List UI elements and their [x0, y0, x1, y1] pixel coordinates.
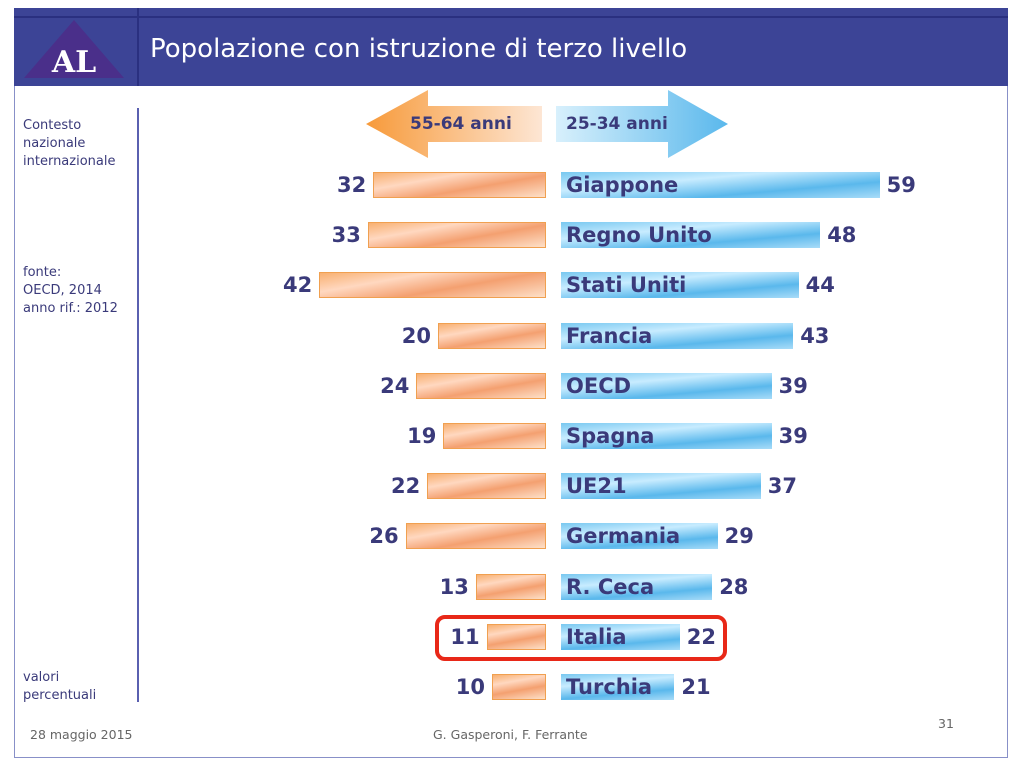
svg-text:AL: AL	[51, 45, 96, 80]
category-label: Stati Uniti	[566, 273, 687, 298]
value-right: 29	[724, 524, 754, 549]
highlight-box	[435, 615, 727, 661]
sidebar-text: percentuali	[23, 688, 97, 703]
arrow-left-icon	[366, 90, 542, 158]
category-label: Spagna	[566, 424, 655, 448]
value-left: 22	[390, 474, 421, 499]
category-label: Germania	[566, 524, 681, 549]
value-right: 28	[719, 574, 749, 599]
bar-right	[561, 573, 713, 600]
sidebar-units: valori percentuali	[23, 669, 96, 705]
bar-left	[475, 573, 546, 600]
bar-right	[561, 423, 772, 449]
al-logo: AL	[24, 20, 124, 80]
bar-right	[561, 272, 799, 299]
category-label: R. Ceca	[566, 574, 655, 599]
value-left: 32	[336, 173, 367, 197]
bar-left	[492, 674, 546, 700]
bar-left	[416, 372, 546, 399]
sidebar-text: valori	[23, 670, 60, 685]
category-label: Francia	[566, 323, 653, 348]
page-number: 31	[938, 716, 954, 731]
value-right: 21	[681, 675, 711, 699]
bar-left	[367, 222, 546, 249]
bar-right	[561, 172, 880, 198]
sidebar-text: internazionale	[23, 154, 116, 169]
bar-left	[405, 523, 546, 550]
value-right: 39	[778, 373, 808, 398]
category-label: UE21	[566, 474, 627, 499]
sidebar-text: Contesto	[23, 118, 82, 133]
page-title: Popolazione con istruzione di terzo live…	[150, 34, 688, 64]
sidebar-text: fonte:	[23, 265, 62, 280]
arrow-right-icon	[556, 90, 728, 158]
value-left: 20	[401, 323, 431, 348]
value-right: 37	[767, 474, 798, 499]
sidebar-divider	[137, 108, 139, 702]
footer-date: 28 maggio 2015	[30, 727, 133, 742]
sidebar-text: OECD, 2014	[23, 283, 102, 298]
bar-right	[561, 372, 772, 399]
bar-right	[561, 623, 680, 650]
value-right: 39	[778, 424, 808, 448]
legend-arrows	[366, 90, 728, 158]
bar-left	[438, 322, 546, 349]
value-right: 44	[805, 273, 835, 298]
category-label: Giappone	[566, 173, 679, 197]
value-right: 22	[686, 624, 717, 649]
value-right: 43	[800, 323, 830, 348]
sidebar-context: Contesto nazionale internazionale	[23, 117, 115, 171]
bar-right	[561, 322, 794, 349]
sidebar-text: anno rif.: 2012	[23, 301, 118, 316]
slide-header	[14, 8, 1008, 86]
bar-left	[373, 172, 546, 198]
legend-right-label: 25-34 anni	[566, 114, 668, 134]
value-left: 42	[282, 273, 313, 298]
bar-left	[486, 623, 546, 650]
sidebar-source: fonte: OECD, 2014 anno rif.: 2012	[23, 264, 118, 318]
value-left: 24	[380, 373, 410, 398]
value-left: 11	[450, 624, 480, 649]
bar-left	[443, 423, 546, 449]
category-label: Regno Unito	[566, 223, 712, 248]
bar-left	[427, 473, 546, 500]
bar-right	[561, 473, 761, 500]
header-separator	[137, 8, 139, 86]
header-line	[14, 16, 1008, 18]
category-label: Turchia	[566, 675, 653, 699]
legend-left-label: 55-64 anni	[410, 114, 512, 134]
value-left: 33	[331, 223, 361, 248]
bar-right	[561, 222, 821, 249]
footer-authors: G. Gasperoni, F. Ferrante	[433, 727, 588, 742]
value-left: 26	[369, 524, 399, 549]
value-right: 48	[827, 223, 857, 248]
value-left: 13	[439, 574, 469, 599]
value-left: 10	[455, 675, 485, 699]
bar-right	[561, 523, 718, 550]
sidebar-text: nazionale	[23, 136, 86, 151]
category-label: OECD	[566, 373, 632, 398]
value-left: 19	[407, 424, 437, 448]
category-label: Italia	[566, 624, 627, 649]
bar-left	[319, 272, 546, 299]
value-right: 59	[886, 173, 916, 197]
bar-right	[561, 674, 675, 700]
